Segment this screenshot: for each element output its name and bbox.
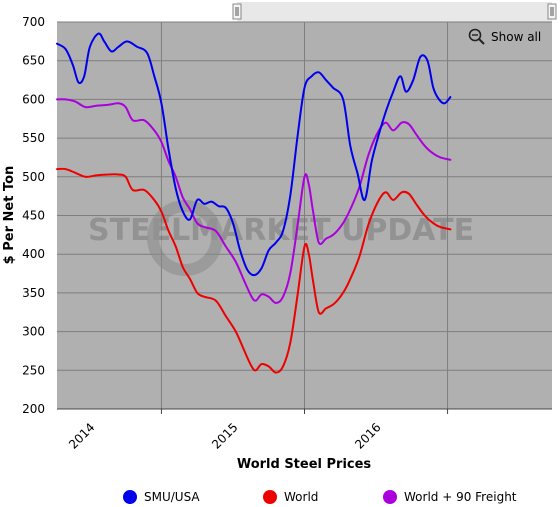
y-tick-label: 600 [22,92,45,106]
legend-marker [123,490,137,504]
zoom-out-icon [468,28,482,42]
x-tick-label: 2016 [352,420,383,451]
legend: SMU/USA World World + 90 Freight [123,490,517,504]
legend-item[interactable]: World [263,490,318,504]
x-tick-label: 2014 [66,420,97,451]
y-tick-label: 650 [22,54,45,68]
series-line-smu-usa [56,32,452,277]
y-tick-label: 400 [22,247,45,261]
y-axis-ticks: 200 250 300 350 400 450 500 550 600 650 700 [22,15,45,416]
y-axis-title: $ Per Net Ton [2,166,17,265]
series-line-world [56,167,452,374]
show-all-label: Show all [491,30,541,44]
watermark-text: STEELMARKET UPDATE [88,213,474,248]
series-line-world-90-freight [56,98,452,304]
y-tick-label: 200 [22,402,45,416]
y-tick-label: 350 [22,286,45,300]
navigator[interactable] [232,2,557,22]
y-tick-label: 250 [22,363,45,377]
navigator-handle-right[interactable] [547,3,557,20]
x-axis-ticks: 2014 2015 2016 [66,409,449,452]
legend-label: SMU/USA [144,490,200,504]
y-tick-label: 300 [22,325,45,339]
legend-item[interactable]: World + 90 Freight [383,490,517,504]
navigator-handle-left[interactable] [232,3,242,20]
navigator-track [237,2,552,22]
y-tick-label: 550 [22,131,45,145]
legend-marker [383,490,397,504]
y-tick-label: 450 [22,209,45,223]
series-layer [56,32,452,374]
legend-label: World [284,490,318,504]
legend-label: World + 90 Freight [404,490,517,504]
legend-item[interactable]: SMU/USA [123,490,200,504]
x-tick-label: 2015 [209,420,240,451]
show-all-button[interactable]: Show all [468,28,542,45]
x-axis-title: World Steel Prices [237,457,372,472]
y-tick-label: 700 [22,15,45,29]
y-tick-label: 500 [22,170,45,184]
legend-marker [263,490,277,504]
